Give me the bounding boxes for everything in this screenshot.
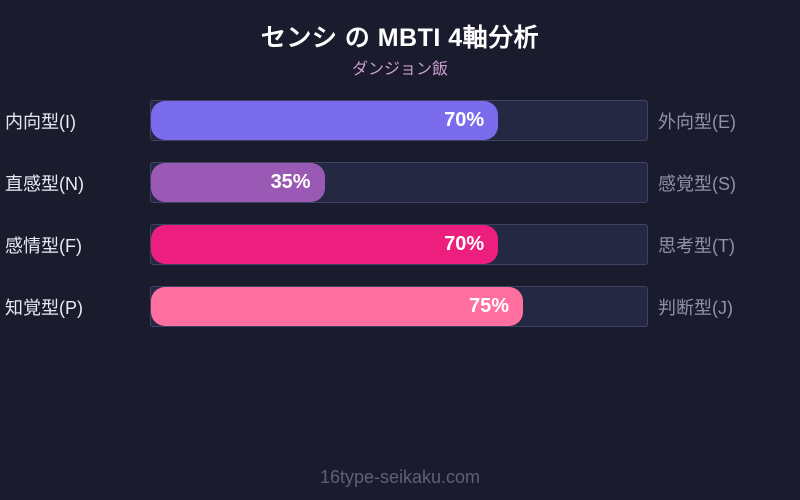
axis-row-pj: 知覚型(P) 75% 判断型(J) (0, 286, 800, 327)
bar-track: 35% (150, 162, 648, 203)
axis-right-label: 判断型(J) (658, 297, 733, 318)
bar-fill: 70% (151, 225, 499, 264)
axis-left-label: 内向型(I) (5, 111, 76, 132)
bar-fill: 35% (151, 163, 325, 202)
page-title: センシ の MBTI 4軸分析 (260, 24, 540, 52)
bar-value-label: 70% (444, 233, 485, 255)
bar-track: 70% (150, 224, 648, 265)
bar-track: 70% (150, 100, 648, 141)
axis-left-label: 知覚型(P) (5, 297, 83, 318)
axis-right-label: 感覚型(S) (658, 173, 736, 194)
bar-track: 75% (150, 286, 648, 327)
page-subtitle: ダンジョン飯 (351, 61, 448, 78)
bar-fill: 75% (151, 287, 523, 326)
axis-row-ft: 感情型(F) 70% 思考型(T) (0, 224, 800, 265)
bar-value-label: 75% (468, 295, 509, 317)
mbti-axis-bar-chart: 内向型(I) 70% 外向型(E) 直感型(N) 35% 感覚型(S) 感情型(… (0, 100, 800, 348)
axis-row-ie: 内向型(I) 70% 外向型(E) (0, 100, 800, 141)
axis-left-label: 感情型(F) (5, 235, 82, 256)
axis-right-label: 外向型(E) (658, 111, 736, 132)
site-watermark: 16type-seikaku.com (319, 467, 481, 487)
axis-left-label: 直感型(N) (5, 173, 84, 194)
bar-value-label: 70% (444, 109, 485, 131)
bar-fill: 70% (151, 101, 499, 140)
axis-right-label: 思考型(T) (658, 235, 735, 256)
bar-value-label: 35% (270, 171, 311, 193)
axis-row-ns: 直感型(N) 35% 感覚型(S) (0, 162, 800, 203)
